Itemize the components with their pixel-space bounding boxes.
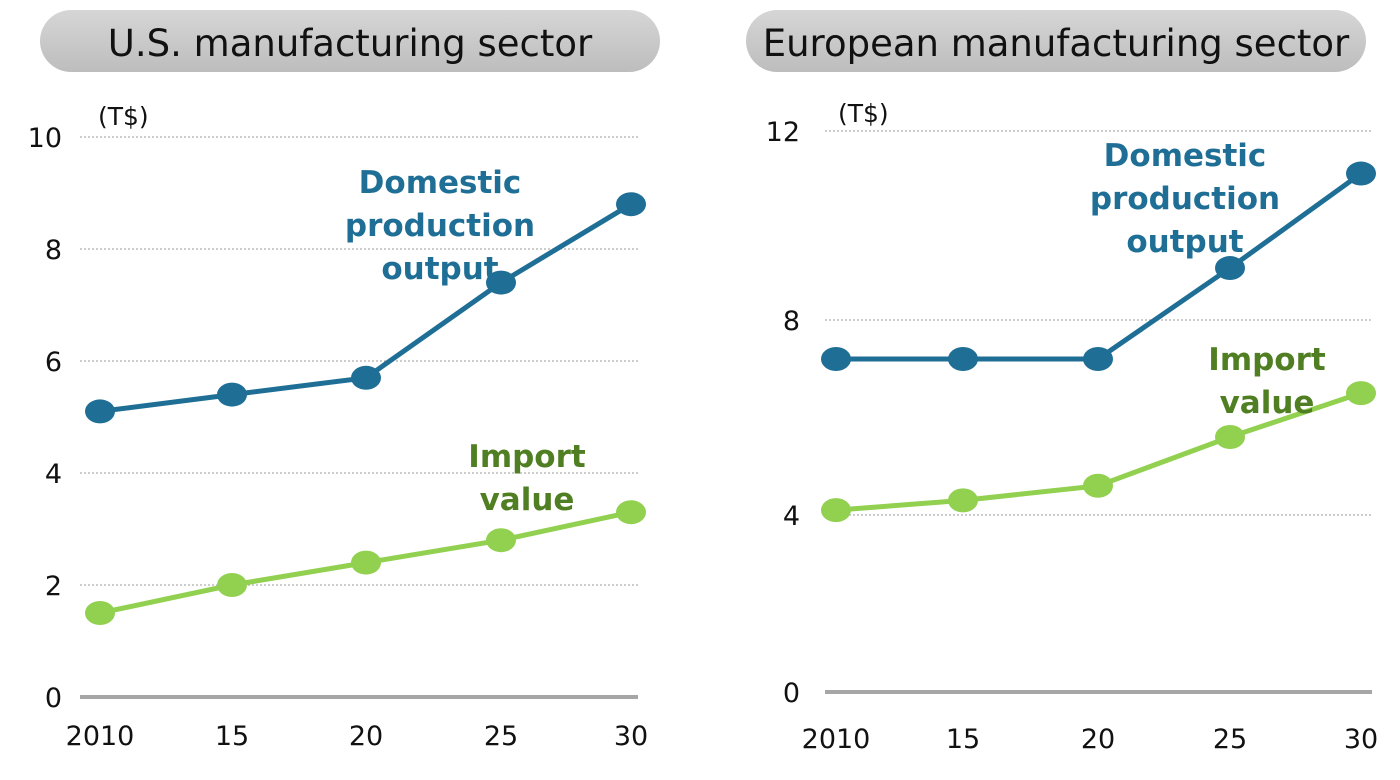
title-pill xyxy=(746,10,1366,72)
title-pill xyxy=(40,10,660,72)
domestic-series-label: Domestic xyxy=(359,165,522,201)
x-tick-label: 25 xyxy=(484,721,518,752)
domestic-series-label: output xyxy=(381,251,498,287)
x-tick-label: 15 xyxy=(215,721,249,752)
chart-title: European manufacturing sector xyxy=(763,22,1350,65)
import-series-point xyxy=(1083,473,1113,498)
x-tick-label: 2010 xyxy=(802,724,871,755)
y-tick-label: 4 xyxy=(783,501,800,532)
import-series-point xyxy=(948,488,978,513)
domestic-series-point xyxy=(948,347,978,371)
import-series-point xyxy=(616,500,646,525)
europe-chart-panel: European manufacturing sector (T$) 0 4 8 12 20… xyxy=(746,10,1378,755)
y-tick-label: 2 xyxy=(45,571,62,602)
unit-label: (T$) xyxy=(98,102,149,131)
import-series-point xyxy=(821,498,851,523)
domestic-series-point xyxy=(616,192,646,217)
domestic-series-point xyxy=(217,382,247,407)
import-series-point xyxy=(351,550,381,575)
import-series-label: value xyxy=(480,482,575,518)
unit-label: (T$) xyxy=(838,99,889,128)
us-chart-panel: U.S. manufacturing sector (T$) 0 2 4 6 8 10 2010… xyxy=(28,10,660,752)
import-series-label: Import xyxy=(468,439,586,475)
y-tick-label: 4 xyxy=(45,459,62,490)
domestic-series-label: output xyxy=(1126,224,1243,260)
import-series-point xyxy=(217,573,247,597)
domestic-series-point xyxy=(1083,347,1113,371)
import-series-point xyxy=(85,601,115,625)
x-tick-label: 30 xyxy=(614,721,648,752)
x-tick-label: 20 xyxy=(1081,724,1115,755)
domestic-series-point xyxy=(486,270,516,295)
y-tick-label: 10 xyxy=(28,123,62,154)
domestic-series-label: production xyxy=(345,208,535,244)
domestic-series-point xyxy=(85,399,115,424)
chart-title: U.S. manufacturing sector xyxy=(108,22,593,65)
domestic-series-point xyxy=(351,365,381,390)
import-series-point xyxy=(1346,381,1376,406)
x-tick-label: 15 xyxy=(946,724,980,755)
domestic-series-point xyxy=(821,347,851,371)
import-series-point xyxy=(1215,425,1245,449)
y-tick-label: 0 xyxy=(45,683,62,714)
x-tick-label: 2010 xyxy=(66,721,135,752)
x-tick-label: 20 xyxy=(349,721,383,752)
x-tick-label: 30 xyxy=(1344,724,1378,755)
x-tick-label: 25 xyxy=(1213,724,1247,755)
domestic-series-point xyxy=(1215,256,1245,281)
domestic-series-label: production xyxy=(1090,181,1280,217)
domestic-series-point xyxy=(1346,161,1376,186)
y-tick-label: 0 xyxy=(783,678,800,709)
import-series-label: value xyxy=(1220,385,1315,421)
y-tick-label: 6 xyxy=(45,347,62,378)
import-series-point xyxy=(486,528,516,553)
y-tick-label: 8 xyxy=(45,235,62,266)
y-tick-label: 12 xyxy=(766,117,800,148)
y-tick-label: 8 xyxy=(783,306,800,337)
import-series-label: Import xyxy=(1208,342,1326,378)
domestic-series-label: Domestic xyxy=(1104,138,1267,174)
